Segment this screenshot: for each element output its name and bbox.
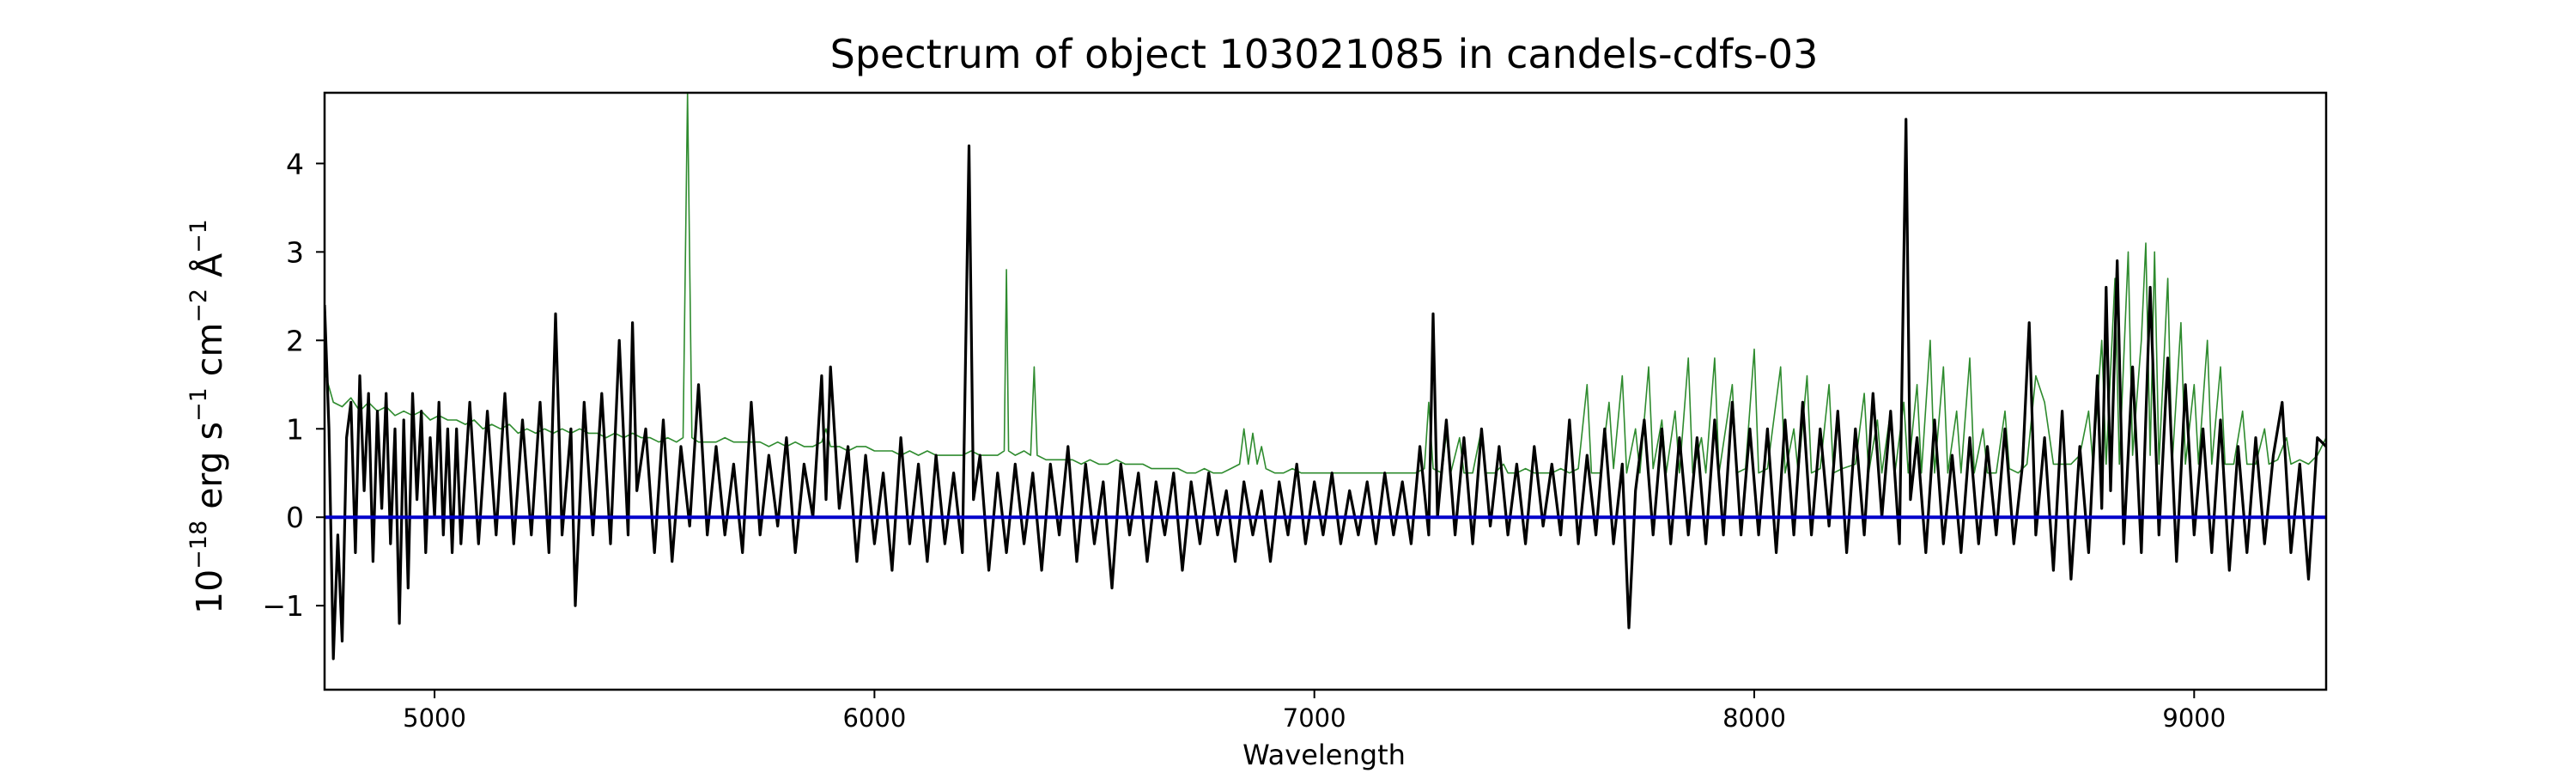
ylabel-prefix: 10 — [189, 569, 230, 614]
ylabel-angstrom-exp: −1 — [185, 219, 212, 253]
series-layer — [325, 93, 2326, 660]
ylabel-cm: cm — [189, 323, 230, 388]
ylabel-cm-exp: −2 — [185, 289, 212, 323]
x-tick-label: 8000 — [1722, 703, 1786, 733]
y-tick-label: 4 — [286, 147, 304, 180]
ylabel-angstrom: Å — [189, 253, 230, 289]
ylabel-exp: −18 — [185, 520, 212, 569]
y-tick-label: 2 — [286, 324, 304, 357]
x-axis-label: Wavelength — [1242, 739, 1406, 771]
x-tick-label: 5000 — [403, 703, 466, 733]
y-tick-label: 3 — [286, 235, 304, 269]
ylabel-s-exp: −1 — [185, 387, 212, 422]
x-tick-label: 6000 — [842, 703, 906, 733]
y-tick-label: 0 — [286, 501, 304, 534]
y-tick-label: 1 — [286, 412, 304, 446]
plot-frame — [323, 91, 2328, 691]
ticks-layer: 5000 6000 7000 8000 9000 −1 0 1 2 3 4 — [262, 147, 2226, 733]
y-axis-label: 10−18 erg s−1 cm−2 Å−1 — [185, 219, 230, 614]
chart-title: Spectrum of object 103021085 in candels-… — [830, 31, 1819, 77]
x-tick-label: 7000 — [1283, 703, 1346, 733]
y-tick-label: −1 — [262, 589, 304, 623]
x-tick-label: 9000 — [2162, 703, 2226, 733]
series-line-0 — [325, 118, 2326, 660]
ylabel-units: erg s — [189, 422, 230, 520]
svg-text:10−18 erg s−1 cm−2 Å−1: 10−18 erg s−1 cm−2 Å−1 — [185, 219, 230, 614]
